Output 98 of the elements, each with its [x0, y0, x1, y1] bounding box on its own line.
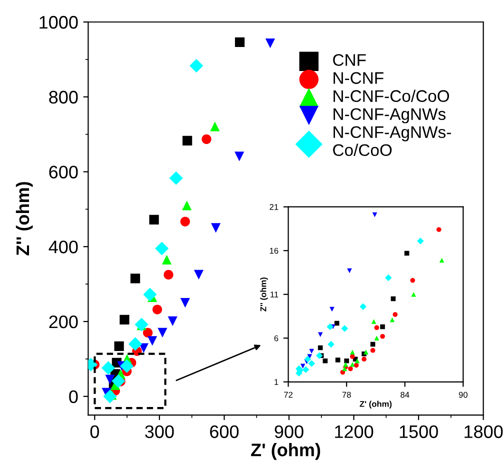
y-tick-label: 200 — [49, 315, 78, 328]
y-axis-title: Z'' (ohm) — [260, 278, 268, 312]
point — [392, 312, 398, 317]
point — [318, 332, 323, 338]
point — [182, 200, 192, 210]
point — [370, 348, 376, 353]
point — [180, 216, 190, 226]
point — [202, 134, 212, 144]
point — [439, 258, 444, 263]
y-tick-label: 16 — [270, 248, 278, 254]
point — [328, 340, 334, 348]
y-tick-label: 6 — [274, 335, 278, 342]
point — [341, 325, 348, 332]
point — [128, 337, 142, 351]
point — [120, 314, 130, 324]
legend-label: N-CNF-AgNWs — [334, 108, 446, 124]
x-tick-label: 90 — [458, 392, 468, 398]
y-tick-label: 1000 — [40, 16, 78, 29]
legend-label: N-CNF-AgNWs- Co/CoO — [333, 126, 451, 156]
point — [302, 366, 310, 374]
x-tick-label: 600 — [210, 425, 239, 438]
y-tick-label: 600 — [49, 166, 78, 178]
x-tick-label: 78 — [342, 392, 351, 398]
legend-label: CNF — [333, 54, 366, 66]
point — [265, 38, 276, 48]
point — [190, 58, 204, 73]
point — [344, 358, 349, 364]
point — [362, 356, 366, 362]
point — [436, 227, 442, 232]
point — [158, 328, 168, 338]
point — [380, 334, 385, 339]
point — [164, 270, 174, 280]
x-tick-label: 84 — [400, 392, 410, 398]
point — [149, 214, 159, 224]
x-tick-label: 900 — [274, 425, 304, 438]
point — [112, 374, 126, 388]
point — [411, 292, 416, 297]
point — [371, 319, 376, 324]
point — [103, 390, 117, 404]
point — [105, 374, 115, 384]
point — [350, 354, 355, 359]
point — [326, 323, 334, 330]
point — [142, 328, 153, 338]
x-tick-label: 72 — [284, 392, 293, 398]
point — [334, 320, 340, 326]
point — [316, 352, 323, 360]
legend-label: N-CNF — [334, 72, 384, 84]
point — [234, 37, 245, 48]
x-tick-label: 0 — [90, 425, 99, 438]
point — [335, 358, 340, 362]
point — [350, 350, 355, 355]
point — [210, 122, 220, 132]
point — [343, 362, 348, 367]
point — [308, 360, 316, 367]
y-tick-label: 21 — [270, 204, 278, 210]
point — [169, 171, 183, 185]
point — [194, 270, 204, 280]
point — [374, 336, 380, 341]
point — [410, 278, 416, 283]
y-axis-title: Z'' (ohm) — [16, 182, 33, 256]
point — [300, 364, 306, 369]
x-axis-title: Z' (ohm) — [360, 400, 392, 409]
point — [384, 274, 392, 282]
x-tick-label: 300 — [145, 425, 174, 438]
x-tick-label: 1800 — [464, 425, 503, 438]
point — [350, 362, 355, 367]
point — [155, 242, 169, 256]
y-tick-label: 11 — [270, 292, 278, 298]
point — [417, 238, 424, 244]
point — [309, 348, 314, 354]
x-tick-label: 1500 — [400, 425, 438, 438]
y-tick-label: 400 — [48, 240, 78, 254]
point — [143, 288, 157, 302]
point — [322, 358, 328, 364]
point — [182, 136, 192, 146]
point — [304, 356, 312, 363]
y-tick-label: 800 — [49, 90, 78, 104]
y-tick-label: 1 — [274, 379, 278, 385]
point — [180, 298, 190, 308]
point — [114, 341, 124, 352]
x-tick-label: 1200 — [335, 425, 374, 438]
point — [380, 324, 385, 330]
legend-label: N-CNF-Co/CoO — [334, 90, 450, 102]
point — [374, 325, 380, 330]
point — [101, 361, 116, 375]
point — [152, 304, 162, 314]
point — [120, 359, 134, 373]
point — [162, 254, 172, 265]
point — [130, 274, 140, 284]
point — [134, 318, 148, 332]
point — [168, 316, 178, 326]
point — [318, 345, 323, 350]
x-axis-title: Z' (ohm) — [251, 443, 320, 460]
point — [348, 366, 353, 372]
point — [360, 303, 367, 310]
point — [211, 223, 221, 233]
point — [148, 336, 158, 346]
point — [234, 152, 244, 162]
